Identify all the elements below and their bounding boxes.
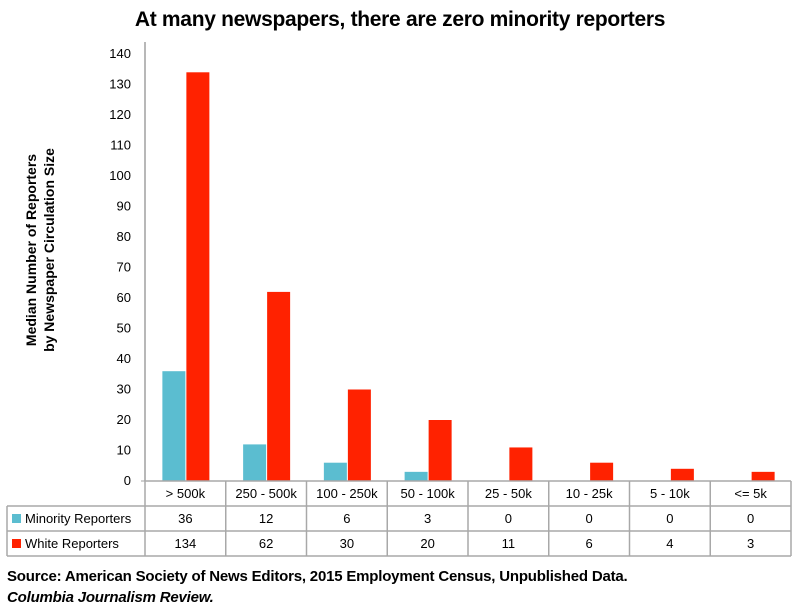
bar-minority-0 xyxy=(162,371,186,481)
y-tick-label: 40 xyxy=(117,351,131,366)
y-tick-label: 50 xyxy=(117,321,131,336)
bar-white-0 xyxy=(186,72,210,482)
table-value: 0 xyxy=(666,511,673,526)
x-tick-label: 5 - 10k xyxy=(650,486,690,501)
y-tick-label: 80 xyxy=(117,229,131,244)
publication-line: Columbia Journalism Review. xyxy=(7,589,214,606)
y-tick-label: 90 xyxy=(117,199,131,214)
bar-white-1 xyxy=(267,291,291,481)
bar-minority-3 xyxy=(404,471,428,481)
table-value: 11 xyxy=(502,536,516,551)
y-tick-label: 20 xyxy=(117,412,131,427)
y-tick-label: 60 xyxy=(117,290,131,305)
table-value: 6 xyxy=(586,536,593,551)
y-tick-label: 110 xyxy=(110,138,131,153)
legend-swatch-white xyxy=(12,539,21,548)
bar-minority-1 xyxy=(243,444,267,481)
y-tick-label: 100 xyxy=(109,168,131,183)
table-value: 12 xyxy=(259,511,273,526)
x-tick-label: 50 - 100k xyxy=(401,486,456,501)
x-tick-label: <= 5k xyxy=(734,486,767,501)
bar-white-7 xyxy=(751,471,775,481)
source-note: Source: American Society of News Editors… xyxy=(7,566,628,608)
bar-white-5 xyxy=(590,462,614,481)
x-tick-label: 25 - 50k xyxy=(485,486,532,501)
y-tick-label: 140 xyxy=(109,46,131,61)
x-tick-label: 10 - 25k xyxy=(566,486,613,501)
y-tick-label: 130 xyxy=(109,77,131,92)
table-value: 62 xyxy=(259,536,273,551)
table-value: 0 xyxy=(586,511,593,526)
y-tick-label: 30 xyxy=(117,382,131,397)
table-value: 0 xyxy=(747,511,754,526)
y-tick-label: 70 xyxy=(117,260,131,275)
bar-white-3 xyxy=(428,420,452,481)
source-line: Source: American Society of News Editors… xyxy=(7,568,628,585)
chart-title: At many newspapers, there are zero minor… xyxy=(134,8,666,31)
table-value: 30 xyxy=(340,536,354,551)
y-tick-label: 10 xyxy=(117,443,131,458)
bar-white-4 xyxy=(509,447,533,481)
table-value: 3 xyxy=(747,536,754,551)
table-value: 134 xyxy=(175,536,197,551)
x-tick-label: 100 - 250k xyxy=(316,486,378,501)
x-tick-label: > 500k xyxy=(166,486,206,501)
y-tick-label: 0 xyxy=(124,473,131,488)
legend-label: Minority Reporters xyxy=(25,511,132,526)
legend-swatch-minority xyxy=(12,514,21,523)
table-value: 3 xyxy=(424,511,431,526)
table-value: 36 xyxy=(178,511,192,526)
y-axis-title-line: by Newspaper Circulation Size xyxy=(41,148,57,352)
table-value: 0 xyxy=(505,511,512,526)
y-axis-title-line: Median Number of Reporters xyxy=(23,154,39,346)
bar-white-6 xyxy=(670,468,694,481)
bar-white-2 xyxy=(347,389,371,481)
x-tick-label: 250 - 500k xyxy=(235,486,297,501)
table-value: 20 xyxy=(420,536,434,551)
bar-minority-2 xyxy=(323,462,347,481)
table-value: 4 xyxy=(666,536,673,551)
table-value: 6 xyxy=(343,511,350,526)
legend-label: White Reporters xyxy=(25,536,119,551)
y-tick-label: 120 xyxy=(109,107,131,122)
